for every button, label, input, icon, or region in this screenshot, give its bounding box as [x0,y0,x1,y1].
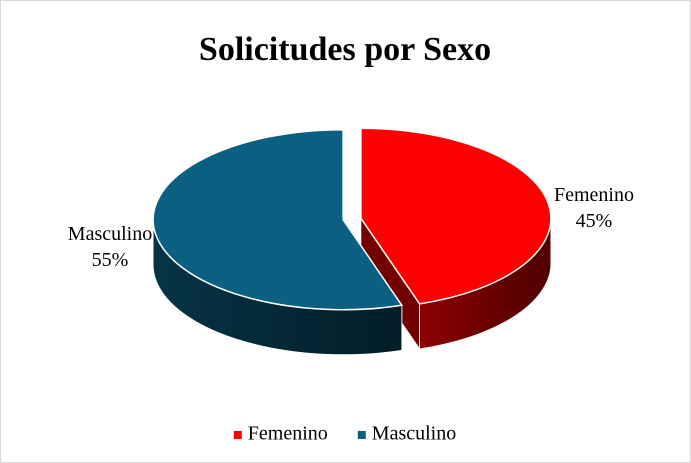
pie-slice [152,128,404,311]
data-label-category: Masculino [68,223,152,245]
data-label-value: 45% [576,210,613,232]
legend-label: Femenino [248,423,328,445]
legend-swatch [233,431,242,439]
legend-swatch [357,431,366,439]
chart-title: Solicitudes por Sexo [199,31,491,68]
legend-label: Masculino [372,423,456,445]
data-label-value: 55% [92,249,129,271]
data-label-category: Femenino [554,184,634,206]
pie-slice [360,127,552,305]
